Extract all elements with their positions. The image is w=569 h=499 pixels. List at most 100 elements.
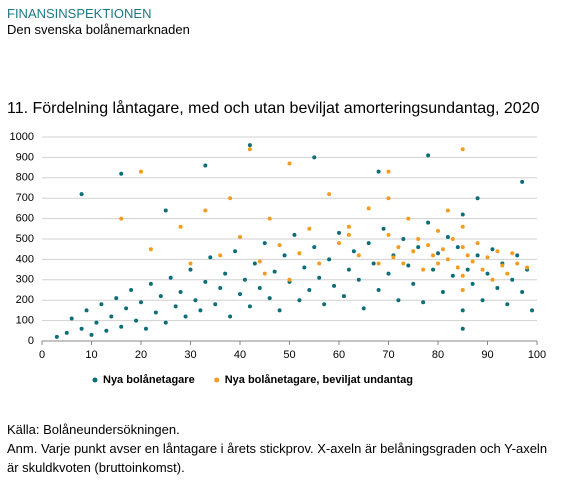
point xyxy=(440,290,445,295)
y-tick-label: 1000 xyxy=(10,131,34,143)
point xyxy=(475,196,480,201)
point xyxy=(426,153,431,158)
y-tick-label: 200 xyxy=(16,294,34,306)
point xyxy=(520,179,525,184)
point xyxy=(525,265,530,270)
point xyxy=(500,263,505,268)
point xyxy=(302,265,307,270)
point xyxy=(455,245,460,250)
point xyxy=(109,314,114,319)
point xyxy=(247,304,252,309)
point xyxy=(287,161,292,166)
point xyxy=(247,143,252,148)
point xyxy=(163,208,168,213)
point xyxy=(346,224,351,229)
point xyxy=(134,318,139,323)
point xyxy=(356,277,361,282)
point xyxy=(401,237,406,241)
point xyxy=(327,257,332,262)
point xyxy=(337,241,341,246)
point xyxy=(490,277,495,282)
point xyxy=(282,253,287,258)
point xyxy=(470,259,475,264)
x-tick-label: 90 xyxy=(481,349,493,361)
point xyxy=(203,208,208,213)
point xyxy=(238,234,242,239)
point xyxy=(386,271,391,276)
point xyxy=(139,169,143,174)
legend-label: Nya bolånetagare, beviljat undantag xyxy=(225,374,413,386)
point xyxy=(119,216,124,221)
point xyxy=(69,316,74,321)
point xyxy=(218,253,223,258)
point xyxy=(287,277,292,282)
point xyxy=(366,241,371,246)
y-tick-label: 800 xyxy=(16,172,34,184)
point xyxy=(297,298,302,303)
point xyxy=(436,228,440,233)
y-tick-label: 0 xyxy=(28,335,34,347)
point xyxy=(233,249,238,254)
point xyxy=(143,326,148,331)
point xyxy=(431,253,436,258)
point xyxy=(218,285,223,290)
point xyxy=(510,277,515,282)
point xyxy=(406,216,411,221)
point xyxy=(356,253,361,258)
x-tick-label: 0 xyxy=(39,349,45,361)
point xyxy=(312,245,317,250)
point xyxy=(515,253,520,258)
point xyxy=(322,302,327,307)
point xyxy=(307,226,312,231)
point xyxy=(406,263,411,268)
chart: 11. Fördelning låntagare, med och utan b… xyxy=(7,99,546,386)
point xyxy=(257,259,262,264)
point xyxy=(515,261,520,266)
point xyxy=(173,304,178,309)
point xyxy=(416,237,421,241)
point xyxy=(257,285,262,290)
point xyxy=(510,251,515,256)
point xyxy=(317,261,322,266)
point xyxy=(445,257,450,262)
point xyxy=(460,326,465,331)
x-tick-label: 10 xyxy=(85,349,97,361)
point xyxy=(431,267,436,272)
point xyxy=(376,288,381,292)
point xyxy=(79,326,84,331)
point xyxy=(421,267,426,272)
point xyxy=(148,247,153,252)
point xyxy=(401,261,406,266)
point xyxy=(208,255,213,260)
point xyxy=(450,237,455,241)
point xyxy=(485,271,490,276)
point xyxy=(411,281,416,286)
subtitle: Den svenska bolånemarknaden xyxy=(7,22,190,37)
chart-title: 11. Fördelning låntagare, med och utan b… xyxy=(7,99,540,117)
point xyxy=(465,267,470,272)
point xyxy=(366,206,371,211)
point xyxy=(188,267,193,272)
x-tick-label: 60 xyxy=(333,349,345,361)
y-tick-label: 600 xyxy=(16,213,34,225)
point xyxy=(426,220,431,225)
point xyxy=(480,298,485,303)
point xyxy=(460,245,465,250)
x-tick-label: 20 xyxy=(135,349,147,361)
point xyxy=(475,253,480,258)
point xyxy=(530,308,535,313)
point xyxy=(163,320,168,325)
point xyxy=(376,169,381,174)
point xyxy=(188,261,193,266)
point xyxy=(440,247,445,252)
point xyxy=(460,147,465,152)
note: Anm. Varje punkt avser en låntagare i år… xyxy=(7,441,548,475)
point xyxy=(346,267,351,272)
point xyxy=(445,208,450,213)
legend-marker xyxy=(92,377,98,383)
y-tick-label: 100 xyxy=(16,315,34,327)
point xyxy=(124,306,129,311)
point xyxy=(485,255,490,260)
point xyxy=(84,308,89,313)
point xyxy=(277,243,282,248)
